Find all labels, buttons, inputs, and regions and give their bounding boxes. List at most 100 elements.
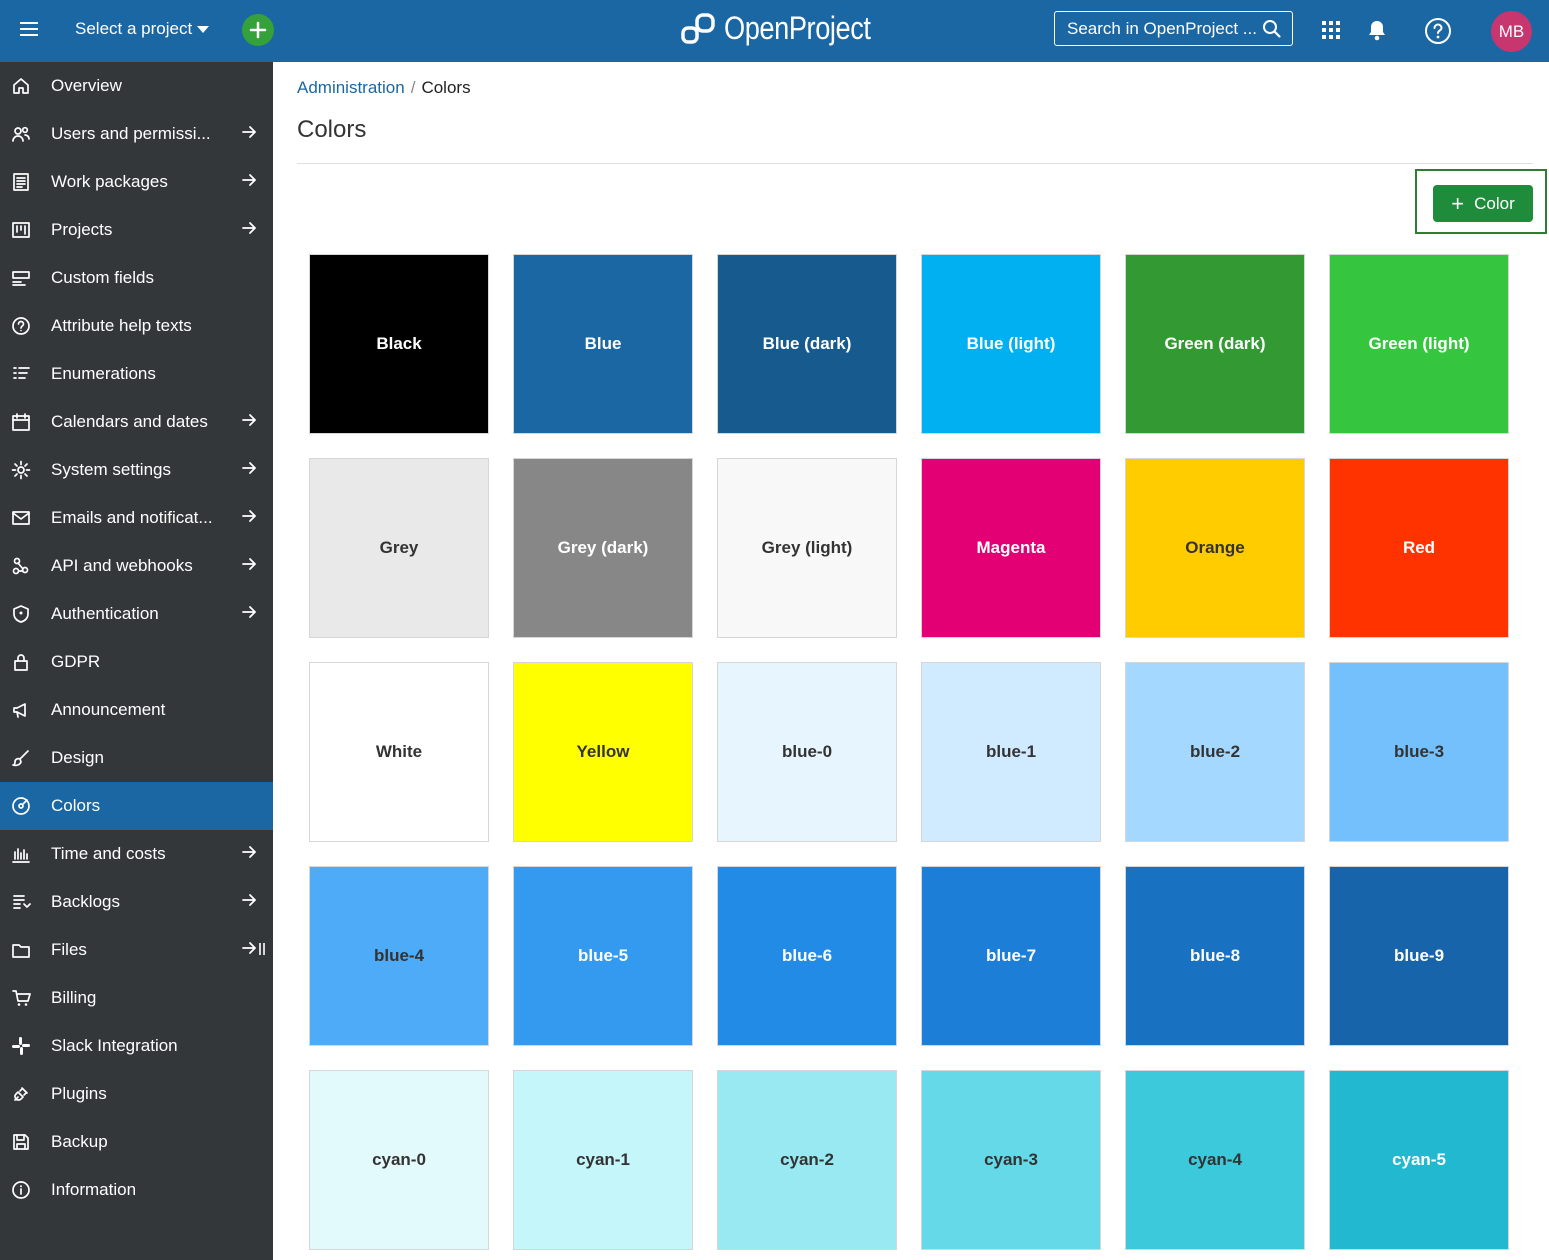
color-tile[interactable]: Green (light) — [1329, 254, 1509, 434]
add-color-label: Color — [1474, 193, 1515, 213]
sidebar-item-label: API and webhooks — [51, 556, 193, 575]
sidebar-item-label: Slack Integration — [51, 1036, 178, 1055]
add-color-button[interactable]: + Color — [1433, 185, 1533, 222]
breadcrumb-current: Colors — [421, 78, 471, 97]
color-tile[interactable]: blue-9 — [1329, 866, 1509, 1046]
color-tile[interactable]: Red — [1329, 458, 1509, 638]
arrow-right-icon[interactable] — [241, 844, 257, 860]
bell-icon[interactable] — [1367, 19, 1387, 41]
sidebar-item-projects[interactable]: Projects — [0, 206, 273, 254]
sidebar-item-slack[interactable]: Slack Integration — [0, 1022, 273, 1070]
sidebar-item-home[interactable]: Overview — [0, 62, 273, 110]
breadcrumb-administration-link[interactable]: Administration — [297, 78, 405, 97]
color-tile[interactable]: Grey (dark) — [513, 458, 693, 638]
color-tile[interactable]: Grey — [309, 458, 489, 638]
color-tile[interactable]: cyan-3 — [921, 1070, 1101, 1250]
sidebar-item-cart[interactable]: Billing — [0, 974, 273, 1022]
breadcrumb-separator: / — [410, 78, 416, 97]
color-tile[interactable]: Yellow — [513, 662, 693, 842]
sidebar-item-brush[interactable]: Design — [0, 734, 273, 782]
color-tile[interactable]: cyan-0 — [309, 1070, 489, 1250]
arrow-right-icon[interactable] — [241, 220, 257, 236]
color-tile[interactable]: cyan-5 — [1329, 1070, 1509, 1250]
arrow-right-icon[interactable] — [241, 460, 257, 476]
search-icon[interactable] — [1262, 19, 1282, 39]
project-selector[interactable]: Select a project — [75, 19, 210, 39]
search-input[interactable]: Search in OpenProject ... — [1054, 11, 1293, 46]
sidebar-item-bar-chart[interactable]: Time and costs — [0, 830, 273, 878]
sidebar-item-backlogs[interactable]: Backlogs — [0, 878, 273, 926]
color-tile[interactable]: cyan-1 — [513, 1070, 693, 1250]
color-tile[interactable]: Blue (dark) — [717, 254, 897, 434]
sidebar-item-label: Time and costs — [51, 844, 166, 863]
sidebar-item-enumerations[interactable]: Enumerations — [0, 350, 273, 398]
color-tile[interactable]: cyan-4 — [1125, 1070, 1305, 1250]
arrow-right-icon[interactable] — [241, 508, 257, 524]
sidebar-item-label: Announcement — [51, 700, 166, 719]
help-circle-icon — [12, 317, 30, 335]
color-tile-label: Black — [376, 334, 422, 353]
avatar[interactable]: MB — [1491, 11, 1532, 52]
sidebar-item-calendar[interactable]: Calendars and dates — [0, 398, 273, 446]
color-tile[interactable]: Blue — [513, 254, 693, 434]
color-tile-label: Magenta — [976, 538, 1046, 557]
color-tile-label: Grey (light) — [761, 538, 853, 557]
create-button[interactable] — [242, 14, 274, 46]
sidebar-item-megaphone[interactable]: Announcement — [0, 686, 273, 734]
menu-icon[interactable] — [20, 22, 38, 38]
color-tile-label: Yellow — [576, 742, 630, 761]
color-tile[interactable]: blue-6 — [717, 866, 897, 1046]
sidebar-item-custom-fields[interactable]: Custom fields — [0, 254, 273, 302]
sidebar-item-work-packages[interactable]: Work packages — [0, 158, 273, 206]
color-tile[interactable]: Magenta — [921, 458, 1101, 638]
logo-icon — [681, 12, 715, 44]
sidebar-item-help-circle[interactable]: Attribute help texts — [0, 302, 273, 350]
sidebar-item-save[interactable]: Backup — [0, 1118, 273, 1166]
color-tile[interactable]: blue-7 — [921, 866, 1101, 1046]
pin-icon[interactable] — [258, 942, 266, 956]
sidebar-item-plug[interactable]: Plugins — [0, 1070, 273, 1118]
sidebar-item-mail[interactable]: Emails and notificat... — [0, 494, 273, 542]
color-tile[interactable]: cyan-2 — [717, 1070, 897, 1250]
color-tile[interactable]: blue-3 — [1329, 662, 1509, 842]
color-tile[interactable]: blue-4 — [309, 866, 489, 1046]
color-tile[interactable]: blue-1 — [921, 662, 1101, 842]
color-tile[interactable]: Black — [309, 254, 489, 434]
help-icon[interactable] — [1424, 17, 1452, 45]
sidebar-item-gear[interactable]: System settings — [0, 446, 273, 494]
sidebar-item-label: Users and permissi... — [51, 124, 211, 143]
calendar-icon — [12, 413, 30, 431]
color-tile[interactable]: blue-2 — [1125, 662, 1305, 842]
color-tile[interactable]: Orange — [1125, 458, 1305, 638]
color-tile[interactable]: White — [309, 662, 489, 842]
sidebar-item-info[interactable]: Information — [0, 1166, 273, 1214]
arrow-right-icon[interactable] — [241, 124, 257, 140]
arrow-right-icon[interactable] — [241, 940, 257, 956]
sidebar-item-folder[interactable]: Files — [0, 926, 273, 974]
users-icon — [12, 126, 30, 142]
color-tile[interactable]: Blue (light) — [921, 254, 1101, 434]
sidebar-item-lock[interactable]: GDPR — [0, 638, 273, 686]
color-tile-label: cyan-0 — [372, 1150, 426, 1169]
arrow-right-icon[interactable] — [241, 892, 257, 908]
color-tile[interactable]: Green (dark) — [1125, 254, 1305, 434]
color-tile[interactable]: Grey (light) — [717, 458, 897, 638]
color-tile-label: blue-0 — [781, 742, 833, 761]
color-tile[interactable]: blue-0 — [717, 662, 897, 842]
color-tile[interactable]: blue-5 — [513, 866, 693, 1046]
sidebar-item-users[interactable]: Users and permissi... — [0, 110, 273, 158]
sidebar-item-palette[interactable]: Colors — [0, 782, 273, 830]
sidebar-item-label: System settings — [51, 460, 171, 479]
openproject-logo[interactable]: OpenProject — [680, 10, 896, 47]
enumerations-icon — [13, 367, 30, 379]
color-tile[interactable]: blue-8 — [1125, 866, 1305, 1046]
modules-grid-icon[interactable] — [1321, 20, 1341, 40]
mail-icon — [12, 511, 30, 525]
arrow-right-icon[interactable] — [241, 604, 257, 620]
arrow-right-icon[interactable] — [241, 172, 257, 188]
arrow-right-icon[interactable] — [241, 412, 257, 428]
sidebar-item-shield[interactable]: Authentication — [0, 590, 273, 638]
sidebar-item-label: Projects — [51, 220, 113, 239]
arrow-right-icon[interactable] — [241, 556, 257, 572]
sidebar-item-webhook[interactable]: API and webhooks — [0, 542, 273, 590]
